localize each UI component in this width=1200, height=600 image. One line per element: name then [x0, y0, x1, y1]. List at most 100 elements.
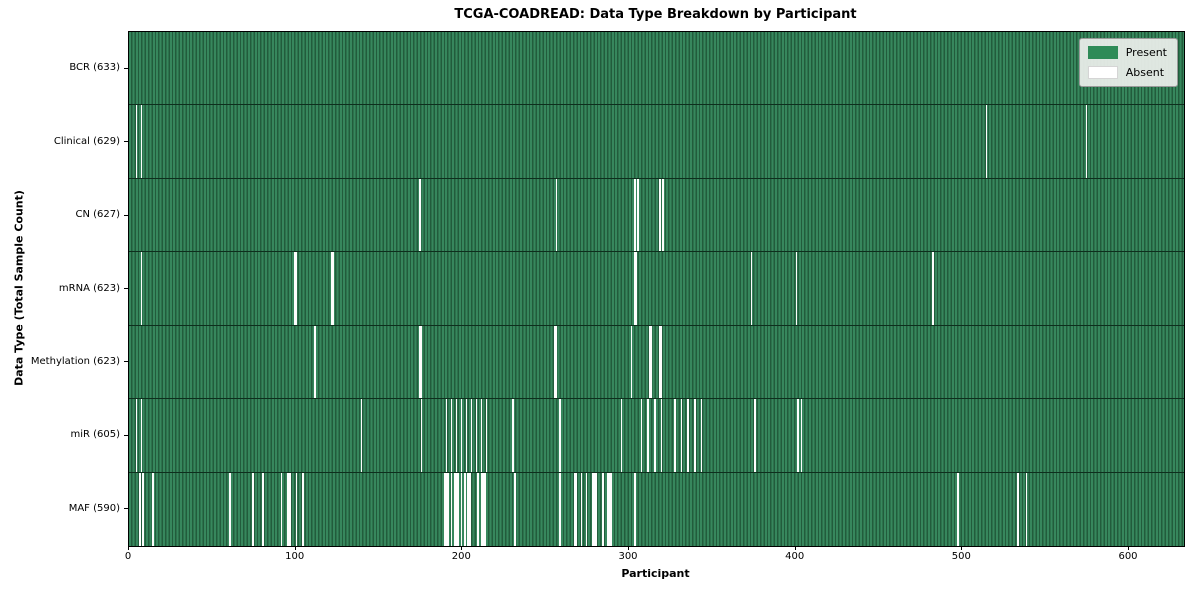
absent-mark — [654, 399, 656, 472]
plot-area: Present Absent — [128, 31, 1185, 547]
absent-mark — [1017, 472, 1020, 546]
x-tick-label-100: 100 — [285, 551, 305, 562]
absent-mark — [465, 399, 468, 472]
absent-mark — [610, 472, 613, 546]
absent-mark — [932, 252, 935, 325]
absent-mark — [650, 325, 653, 399]
y-tick-label-mRNA: mRNA (623) — [58, 282, 120, 294]
heatmap-row-BCR — [129, 32, 1184, 106]
absent-mark — [687, 399, 690, 472]
absent-mark — [295, 472, 298, 546]
absent-mark — [142, 472, 145, 546]
absent-mark — [482, 472, 485, 546]
absent-mark — [660, 399, 663, 472]
y-tick-label-miR: miR (605) — [70, 429, 120, 441]
absent-mark — [554, 325, 556, 399]
x-tick-label-600: 600 — [1118, 551, 1138, 562]
absent-mark — [262, 472, 265, 546]
absent-mark — [674, 399, 676, 472]
absent-mark — [620, 399, 623, 472]
y-tick-label-BCR: BCR (633) — [69, 62, 120, 74]
absent-mark — [754, 399, 756, 472]
absent-mark — [295, 252, 298, 325]
absent-mark — [140, 399, 143, 472]
absent-mark — [445, 472, 448, 546]
y-tick-mark — [124, 214, 128, 216]
legend: Present Absent — [1078, 38, 1178, 87]
x-tick-label-200: 200 — [451, 551, 471, 562]
absent-mark — [662, 178, 665, 252]
absent-mark — [444, 472, 446, 546]
absent-mark — [580, 472, 583, 546]
y-tick-label-Clinical: Clinical (629) — [53, 135, 120, 147]
absent-mark — [595, 472, 598, 546]
absent-mark — [289, 472, 291, 546]
absent-mark — [332, 252, 335, 325]
absent-mark — [140, 252, 143, 325]
x-tick-mark — [461, 546, 463, 550]
absent-mark — [419, 178, 421, 252]
heatmap-row-MAF — [129, 472, 1184, 546]
absent-mark — [559, 472, 561, 546]
absent-mark — [640, 399, 643, 472]
absent-mark — [660, 325, 663, 399]
x-tick-label-0: 0 — [124, 551, 132, 562]
absent-mark — [1025, 472, 1028, 546]
absent-mark — [555, 325, 558, 399]
absent-mark — [635, 252, 638, 325]
absent-mark — [647, 399, 650, 472]
absent-mark — [985, 105, 988, 178]
heatmap-row-mRNA — [129, 252, 1184, 326]
absent-mark — [450, 472, 453, 546]
absent-mark — [594, 472, 596, 546]
absent-mark — [477, 472, 480, 546]
x-tick-label-500: 500 — [951, 551, 971, 562]
absent-mark — [464, 472, 466, 546]
y-tick-mark — [124, 434, 128, 436]
absent-mark — [485, 399, 488, 472]
heatmap-row-CN — [129, 178, 1184, 253]
absent-mark — [659, 178, 661, 252]
y-tick-mark — [124, 361, 128, 363]
y-tick-label-Methylation: Methylation (623) — [30, 355, 120, 367]
heatmap-row-miR — [129, 399, 1184, 473]
absent-mark — [460, 472, 463, 546]
legend-label-present: Present — [1125, 46, 1167, 59]
y-tick-mark — [124, 141, 128, 143]
chart-title: TCGA-COADREAD: Data Type Breakdown by Pa… — [454, 7, 857, 22]
absent-mark — [514, 472, 516, 546]
y-tick-label-CN: CN (627) — [75, 209, 120, 221]
absent-mark — [152, 472, 155, 546]
absent-mark — [135, 399, 138, 472]
absent-mark — [574, 472, 576, 546]
absent-mark — [229, 472, 231, 546]
absent-mark — [302, 472, 305, 546]
absent-mark — [460, 399, 463, 472]
absent-mark — [634, 472, 636, 546]
absent-mark — [585, 472, 588, 546]
absent-mark — [454, 472, 456, 546]
x-axis-label: Participant — [621, 567, 690, 580]
absent-mark — [455, 399, 458, 472]
absent-mark — [420, 399, 423, 472]
absent-mark — [419, 325, 421, 399]
absent-mark — [609, 472, 611, 546]
heatmap-row-Methylation — [129, 325, 1184, 400]
legend-entry-absent: Absent — [1087, 66, 1167, 79]
x-tick-mark — [1128, 546, 1129, 550]
absent-mark — [294, 252, 296, 325]
absent-mark — [630, 325, 633, 399]
absent-mark — [694, 399, 696, 472]
absent-mark — [480, 472, 483, 546]
absent-mark — [602, 472, 605, 546]
absent-mark — [470, 399, 473, 472]
y-tick-mark — [124, 67, 128, 69]
absent-mark — [800, 399, 803, 472]
x-tick-mark — [128, 546, 129, 550]
absent-mark — [512, 399, 515, 472]
x-tick-mark — [794, 546, 796, 550]
absent-mark — [797, 399, 800, 472]
x-tick-label-400: 400 — [785, 551, 805, 562]
present-swatch-icon — [1087, 46, 1118, 59]
